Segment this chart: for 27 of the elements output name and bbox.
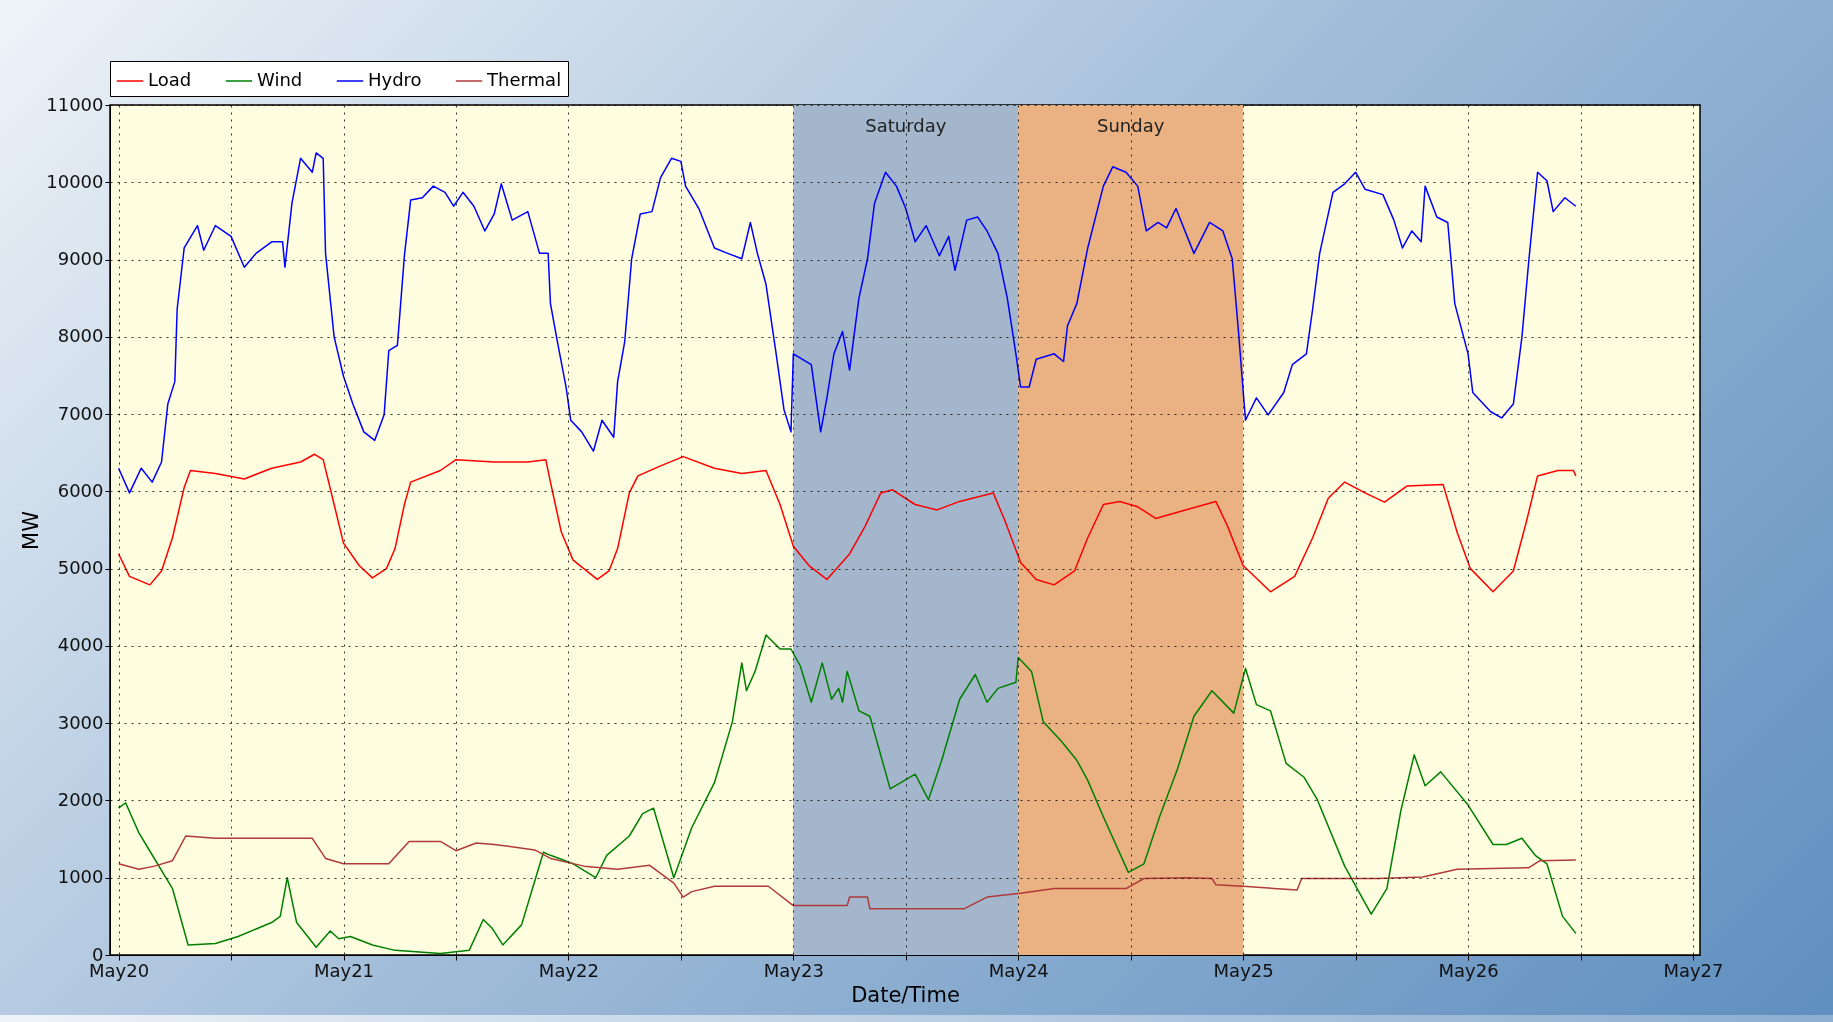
legend-label: Load	[148, 69, 192, 90]
y-tick-label: 9000	[57, 248, 104, 270]
x-tick-label: May27	[1663, 959, 1724, 981]
x-tick-label: May25	[1213, 959, 1274, 981]
legend-label: Wind	[257, 69, 303, 90]
y-tick-label: 6000	[57, 479, 104, 501]
legend-label: Hydro	[368, 69, 422, 90]
y-tick-label: 10000	[46, 170, 104, 192]
band-label: Saturday	[865, 115, 947, 136]
x-tick-label: May21	[313, 959, 375, 981]
x-tick-label: May26	[1438, 959, 1499, 981]
x-tick-label: May24	[988, 959, 1049, 981]
y-tick-label: 3000	[57, 711, 104, 733]
y-tick-label: 7000	[57, 402, 104, 424]
x-tick-label: May22	[538, 959, 599, 981]
y-tick-label: 11000	[46, 93, 104, 115]
y-tick-label: 2000	[57, 788, 104, 810]
y-tick-label: 5000	[57, 557, 104, 579]
y-tick-label: 8000	[57, 325, 104, 347]
legend-label: Thermal	[486, 69, 562, 90]
band-label: Sunday	[1097, 115, 1165, 136]
y-axis-title: MW	[19, 510, 44, 550]
y-tick-label: 4000	[57, 634, 104, 656]
y-tick-label: 0	[92, 943, 104, 965]
x-tick-label: May23	[763, 959, 824, 981]
y-tick-label: 1000	[57, 866, 104, 888]
x-axis-title: Date/Time	[851, 982, 960, 1007]
